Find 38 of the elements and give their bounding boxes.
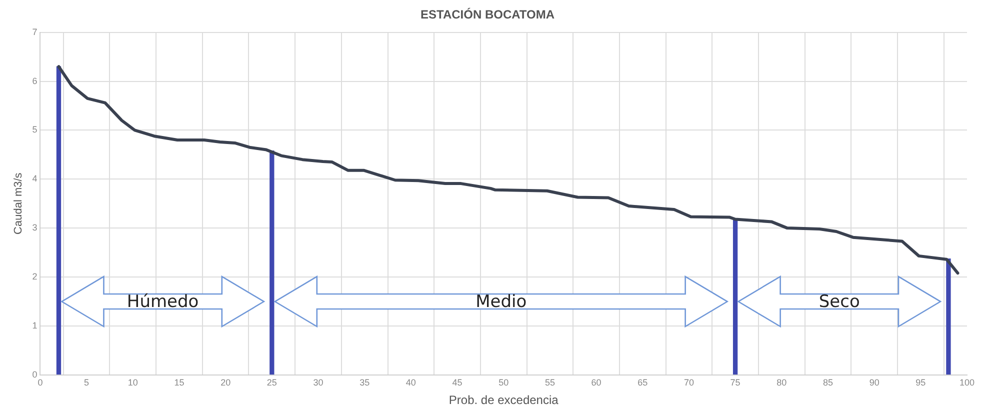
- y-tick-label: 2: [32, 271, 38, 282]
- x-tick-label: 55: [544, 378, 555, 388]
- y-axis-title: Caudal m3/s: [12, 172, 25, 234]
- x-tick-label: 80: [776, 378, 787, 388]
- x-tick-label: 15: [174, 378, 184, 388]
- bar: [946, 258, 951, 375]
- y-tick-label: 7: [32, 26, 38, 37]
- y-tick-label: 1: [32, 320, 38, 330]
- x-tick-label: 40: [406, 378, 416, 388]
- x-tick-label: 5: [84, 378, 90, 388]
- x-tick-label: 25: [266, 378, 277, 388]
- x-tick-label: 60: [591, 378, 602, 388]
- x-tick-label: 65: [638, 378, 648, 388]
- y-tick-label: 6: [32, 76, 38, 86]
- annotation: Seco: [818, 292, 860, 312]
- bar: [56, 66, 62, 375]
- chart-title: ESTACIÓN BOCATOMA: [420, 8, 555, 22]
- annotation: Medio: [476, 292, 527, 312]
- x-tick-label: 50: [498, 378, 509, 388]
- x-tick-label: 45: [452, 378, 462, 388]
- y-tick-label: 5: [32, 124, 38, 135]
- bar: [732, 218, 738, 375]
- x-tick-label: 85: [822, 378, 833, 388]
- bar: [270, 150, 274, 375]
- y-tick-label: 0: [32, 369, 38, 380]
- y-tick-label: 4: [32, 174, 38, 184]
- x-axis-title: Prob. de excedencia: [448, 393, 559, 408]
- x-tick-label: 30: [313, 378, 324, 388]
- x-tick-label: 70: [684, 378, 694, 388]
- y-tick-label: 3: [32, 222, 38, 233]
- x-tick-label: 90: [869, 378, 880, 388]
- annotation: Húmedo: [126, 292, 199, 312]
- x-tick-label: 20: [220, 378, 231, 388]
- x-tick-label: 75: [730, 378, 740, 388]
- x-tick-label: 35: [360, 378, 370, 388]
- x-tick-label: 10: [128, 378, 138, 388]
- x-tick-label: 95: [916, 378, 926, 388]
- x-tick-label: 100: [959, 378, 975, 388]
